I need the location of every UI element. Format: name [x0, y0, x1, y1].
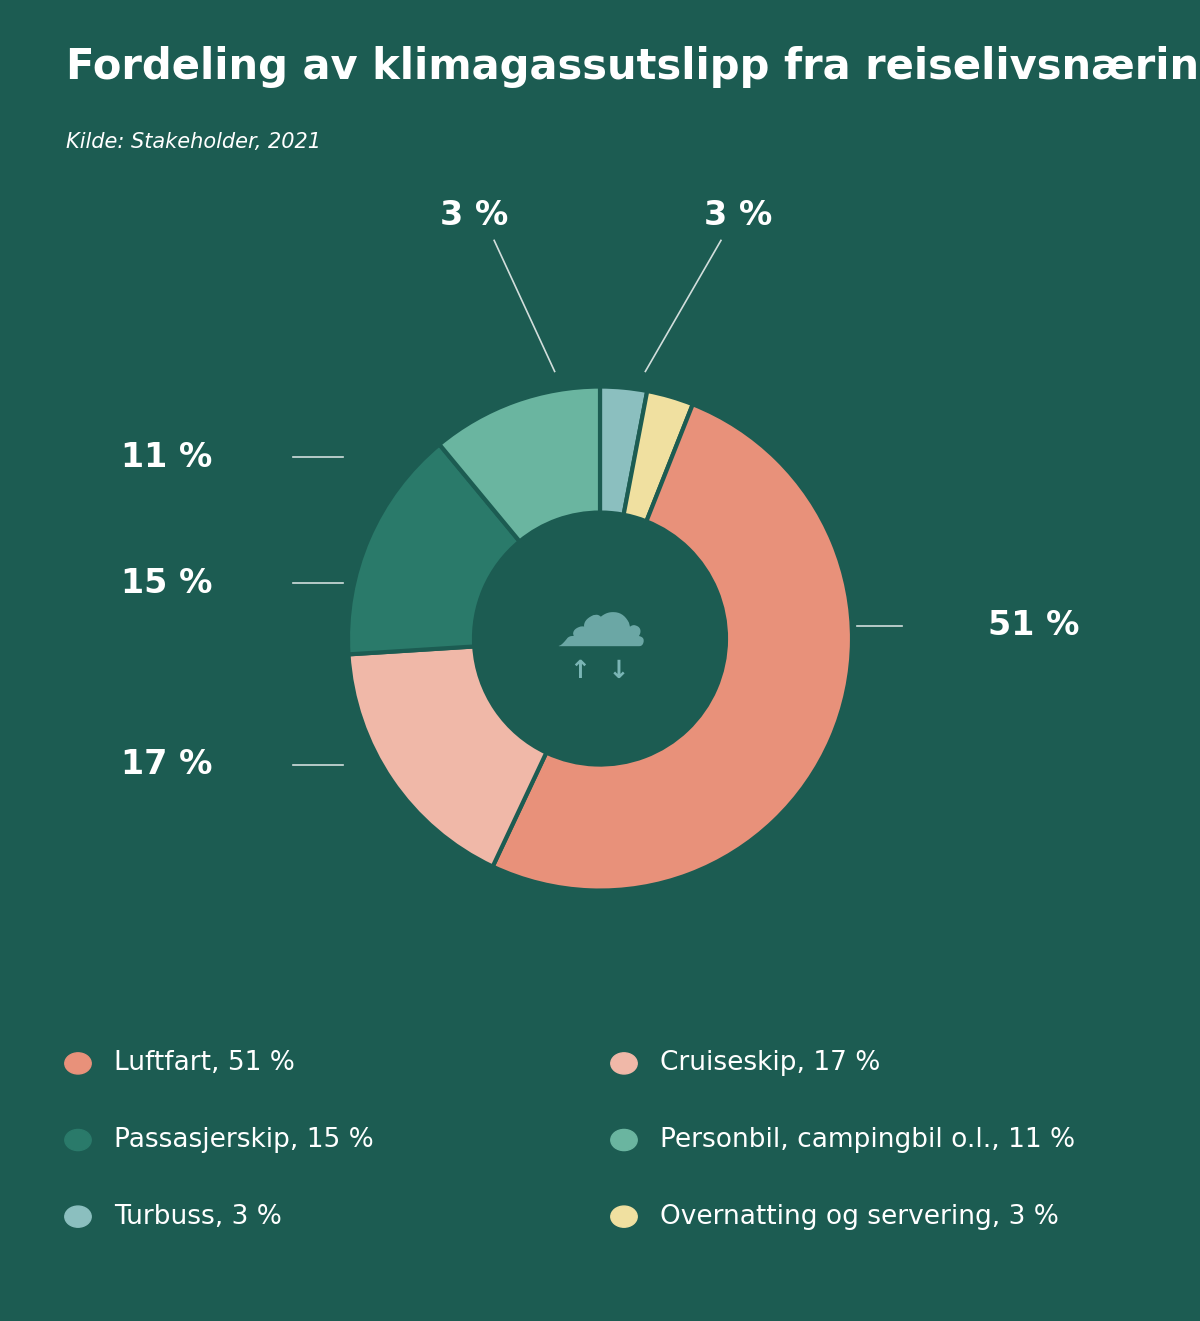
Text: 17 %: 17 % — [121, 748, 212, 781]
Text: 3 %: 3 % — [704, 198, 773, 231]
Wedge shape — [493, 404, 852, 890]
Text: 3 %: 3 % — [440, 198, 508, 231]
Wedge shape — [348, 646, 546, 867]
Text: 15 %: 15 % — [121, 567, 212, 600]
Text: Cruiseskip, 17 %: Cruiseskip, 17 % — [660, 1050, 881, 1077]
Text: Fordeling av klimagassutslipp fra reiselivsnæringen i 2019: Fordeling av klimagassutslipp fra reisel… — [66, 46, 1200, 89]
Text: Kilde: Stakeholder, 2021: Kilde: Stakeholder, 2021 — [66, 132, 322, 152]
Wedge shape — [348, 444, 520, 654]
Text: Luftfart, 51 %: Luftfart, 51 % — [114, 1050, 295, 1077]
Text: 11 %: 11 % — [121, 441, 212, 474]
Text: Passasjerskip, 15 %: Passasjerskip, 15 % — [114, 1127, 373, 1153]
Text: 51 %: 51 % — [988, 609, 1079, 642]
Text: Overnatting og servering, 3 %: Overnatting og servering, 3 % — [660, 1203, 1058, 1230]
Text: ☁: ☁ — [553, 575, 647, 667]
Wedge shape — [439, 387, 600, 542]
Text: Personbil, campingbil o.l., 11 %: Personbil, campingbil o.l., 11 % — [660, 1127, 1075, 1153]
Circle shape — [474, 513, 726, 765]
Wedge shape — [624, 391, 692, 522]
Text: Turbuss, 3 %: Turbuss, 3 % — [114, 1203, 282, 1230]
Wedge shape — [600, 387, 647, 515]
Text: ↑  ↓: ↑ ↓ — [570, 659, 630, 683]
